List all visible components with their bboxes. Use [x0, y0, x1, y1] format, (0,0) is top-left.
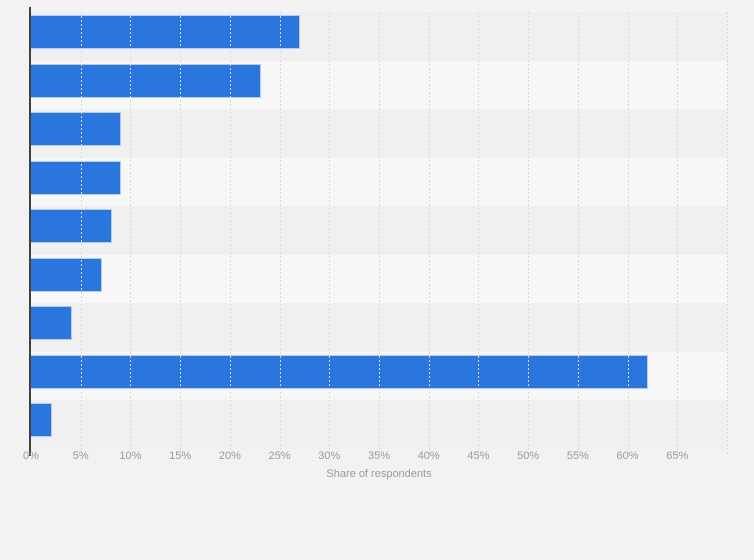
x-tick-label: 25% — [268, 450, 291, 462]
bar[interactable] — [31, 306, 72, 341]
x-tick-label: 35% — [367, 450, 391, 462]
bar[interactable] — [31, 209, 112, 244]
bar[interactable] — [31, 160, 122, 195]
gridline — [180, 12, 182, 455]
plot-area — [31, 12, 728, 455]
gridline — [727, 12, 728, 455]
gridline — [80, 12, 82, 455]
x-tick-label: 45% — [467, 450, 490, 462]
x-tick-label: 50% — [517, 450, 540, 462]
x-tick-label: 30% — [318, 450, 341, 462]
x-tick-label: 5% — [72, 450, 89, 462]
x-tick-label: 15% — [169, 450, 192, 462]
gridline — [627, 12, 629, 455]
x-tick-label: 40% — [417, 450, 440, 462]
gridline — [130, 12, 132, 455]
gridline — [478, 12, 480, 455]
gridline — [379, 12, 380, 455]
bar[interactable] — [31, 112, 122, 147]
y-axis-line — [29, 7, 31, 456]
bar[interactable] — [31, 257, 102, 292]
x-axis-title: Share of respondents — [326, 468, 432, 480]
bar[interactable] — [31, 63, 261, 98]
x-tick-label: 65% — [666, 450, 689, 462]
x-tick-label: 55% — [566, 450, 589, 462]
gridline — [528, 12, 530, 455]
x-tick-label: 20% — [218, 450, 241, 462]
bar[interactable] — [31, 354, 649, 389]
gridline — [229, 12, 231, 455]
gridline — [677, 12, 679, 455]
gridline — [279, 12, 281, 455]
x-tick-label: 0% — [23, 450, 39, 462]
x-tick-label: 60% — [616, 450, 639, 462]
gridline — [329, 12, 331, 455]
x-tick-label: 10% — [119, 450, 142, 462]
gridline — [577, 12, 579, 455]
bar[interactable] — [31, 15, 301, 49]
bar[interactable] — [31, 403, 52, 438]
gridline — [428, 12, 430, 455]
